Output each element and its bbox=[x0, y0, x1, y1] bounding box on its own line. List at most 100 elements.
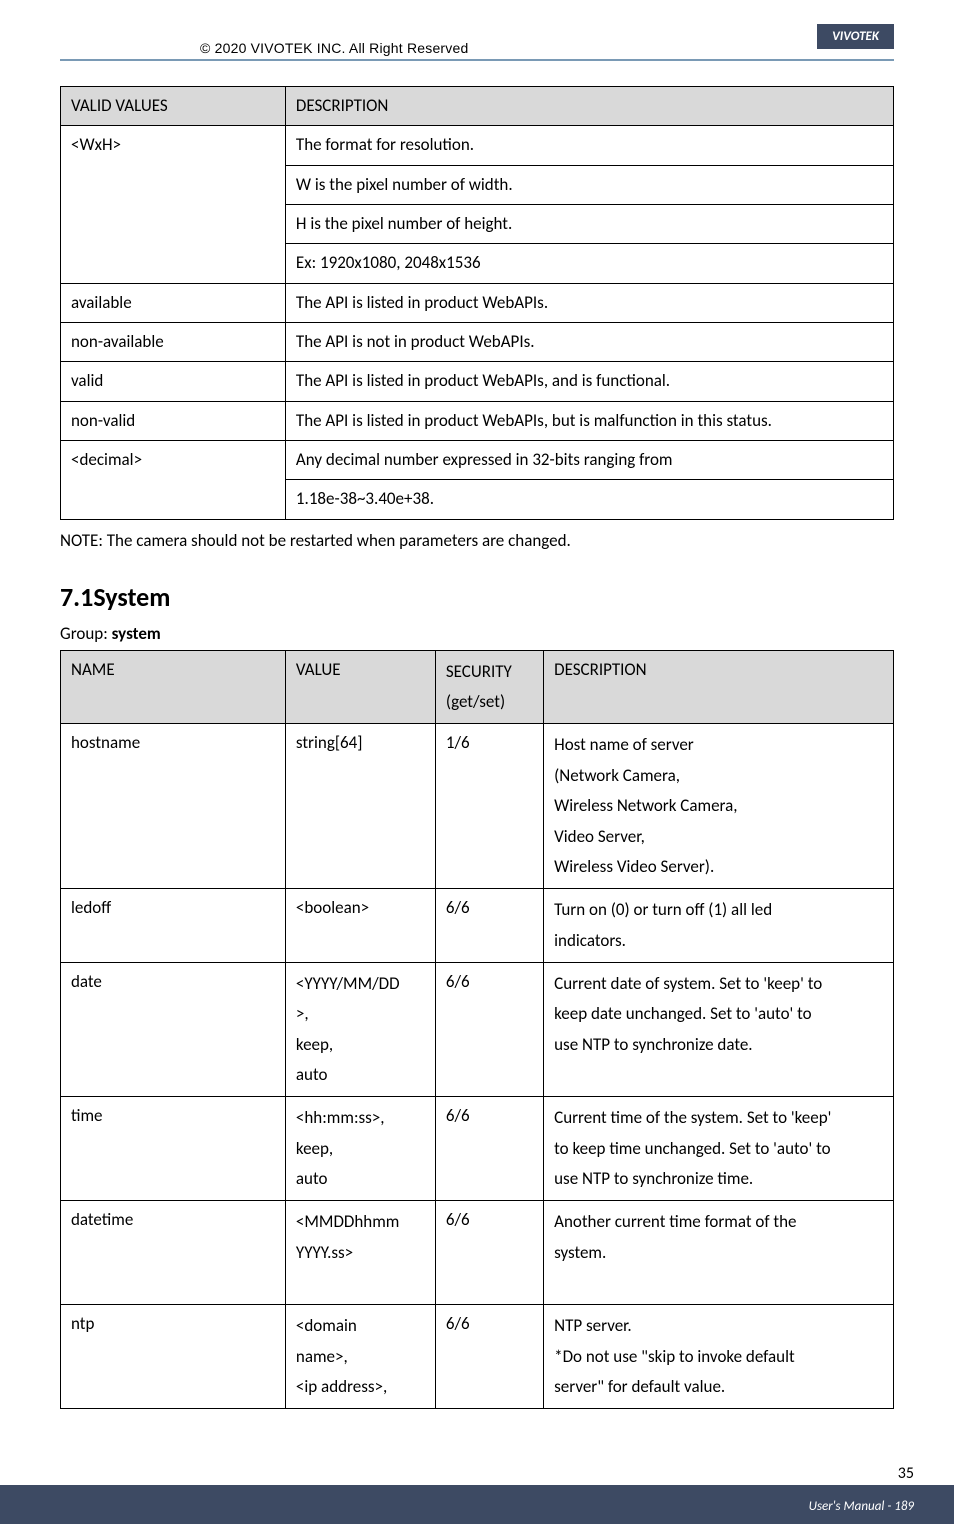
page-content: VALID VALUES DESCRIPTION <WxH> The forma… bbox=[60, 86, 894, 1409]
section-heading: 7.1System bbox=[60, 581, 894, 613]
table-header-row: NAME VALUE SECURITY (get/set) DESCRIPTIO… bbox=[61, 650, 894, 724]
system-params-table: NAME VALUE SECURITY (get/set) DESCRIPTIO… bbox=[60, 650, 894, 1410]
cell-name: hostname bbox=[61, 724, 286, 889]
header-divider bbox=[60, 59, 894, 61]
cell-desc: Another current time format of the syste… bbox=[544, 1201, 894, 1305]
table-row: datetime <MMDDhhmm YYYY.ss> 6/6 Another … bbox=[61, 1201, 894, 1305]
cell-value: non-available bbox=[61, 323, 286, 362]
table-row: ledoff <boolean> 6/6 Turn on (0) or turn… bbox=[61, 889, 894, 963]
table-row: non-available The API is not in product … bbox=[61, 323, 894, 362]
cell-desc: Ex: 1920x1080, 2048x1536 bbox=[285, 244, 893, 283]
note-text: NOTE: The camera should not be restarted… bbox=[60, 530, 894, 551]
cell-desc: The API is listed in product WebAPIs, bu… bbox=[285, 401, 893, 440]
security-header-l2: (get/set) bbox=[446, 687, 533, 717]
desc-line bbox=[554, 1268, 883, 1298]
cell-security: 6/6 bbox=[435, 889, 543, 963]
cell-value: valid bbox=[61, 362, 286, 401]
value-line: >, bbox=[296, 999, 425, 1029]
table-row: <WxH> The format for resolution. bbox=[61, 126, 894, 165]
table-row: valid The API is listed in product WebAP… bbox=[61, 362, 894, 401]
cell-name: date bbox=[61, 962, 286, 1096]
valid-values-table: VALID VALUES DESCRIPTION <WxH> The forma… bbox=[60, 86, 894, 520]
section-number: 7.1 bbox=[60, 581, 93, 613]
desc-line: server" for default value. bbox=[554, 1372, 883, 1402]
col-header-name: NAME bbox=[61, 650, 286, 724]
col-header-security: SECURITY (get/set) bbox=[435, 650, 543, 724]
security-header-l1: SECURITY bbox=[446, 657, 533, 687]
desc-line: Current time of the system. Set to 'keep… bbox=[554, 1103, 883, 1133]
cell-security: 6/6 bbox=[435, 1305, 543, 1409]
value-line: name>, bbox=[296, 1342, 425, 1372]
desc-line: to keep time unchanged. Set to 'auto' to bbox=[554, 1134, 883, 1164]
desc-line: Host name of server bbox=[554, 730, 883, 760]
table-row: <decimal> Any decimal number expressed i… bbox=[61, 441, 894, 480]
cell-value: <WxH> bbox=[61, 126, 286, 283]
cell-value: string[64] bbox=[285, 724, 435, 889]
cell-name: ledoff bbox=[61, 889, 286, 963]
copyright-text: © 2020 VIVOTEK INC. All Right Reserved bbox=[60, 40, 894, 59]
cell-name: time bbox=[61, 1097, 286, 1201]
value-line: keep, bbox=[296, 1030, 425, 1060]
table-row: hostname string[64] 1/6 Host name of ser… bbox=[61, 724, 894, 889]
cell-desc: NTP server. *Do not use "skip to invoke … bbox=[544, 1305, 894, 1409]
table-row: available The API is listed in product W… bbox=[61, 283, 894, 322]
page-header: VIVOTEK © 2020 VIVOTEK INC. All Right Re… bbox=[60, 40, 894, 61]
group-label: Group: system bbox=[60, 623, 894, 644]
brand-badge: VIVOTEK bbox=[817, 24, 894, 49]
desc-line: Current date of system. Set to 'keep' to bbox=[554, 969, 883, 999]
desc-line: NTP server. bbox=[554, 1311, 883, 1341]
section-title: System bbox=[93, 581, 170, 613]
desc-line: *Do not use "skip to invoke default bbox=[554, 1342, 883, 1372]
cell-name: datetime bbox=[61, 1201, 286, 1305]
cell-desc: The API is listed in product WebAPIs, an… bbox=[285, 362, 893, 401]
table-row: non-valid The API is listed in product W… bbox=[61, 401, 894, 440]
value-line: auto bbox=[296, 1060, 425, 1090]
desc-line: indicators. bbox=[554, 926, 883, 956]
desc-line: (Network Camera, bbox=[554, 761, 883, 791]
page-footer: 35 User's Manual - 189 bbox=[0, 1464, 954, 1524]
cell-desc: H is the pixel number of height. bbox=[285, 205, 893, 244]
manual-page-label: User's Manual - 189 bbox=[809, 1499, 914, 1514]
value-line: YYYY.ss> bbox=[296, 1238, 425, 1268]
desc-line: Video Server, bbox=[554, 822, 883, 852]
cell-desc: Current date of system. Set to 'keep' to… bbox=[544, 962, 894, 1096]
cell-security: 1/6 bbox=[435, 724, 543, 889]
value-line: <hh:mm:ss>, bbox=[296, 1103, 425, 1133]
cell-name: ntp bbox=[61, 1305, 286, 1409]
cell-value: <YYYY/MM/DD >, keep, auto bbox=[285, 962, 435, 1096]
group-prefix: Group: bbox=[60, 623, 112, 644]
cell-desc: Turn on (0) or turn off (1) all led indi… bbox=[544, 889, 894, 963]
cell-security: 6/6 bbox=[435, 962, 543, 1096]
desc-line: use NTP to synchronize time. bbox=[554, 1164, 883, 1194]
page-number-top: 35 bbox=[898, 1464, 914, 1483]
value-line: <YYYY/MM/DD bbox=[296, 969, 425, 999]
table-header-row: VALID VALUES DESCRIPTION bbox=[61, 87, 894, 126]
value-line: auto bbox=[296, 1164, 425, 1194]
col-header-description: DESCRIPTION bbox=[544, 650, 894, 724]
col-header-description: DESCRIPTION bbox=[285, 87, 893, 126]
col-header-valid-values: VALID VALUES bbox=[61, 87, 286, 126]
desc-line: system. bbox=[554, 1238, 883, 1268]
table-row: ntp <domain name>, <ip address>, 6/6 NTP… bbox=[61, 1305, 894, 1409]
table-row: time <hh:mm:ss>, keep, auto 6/6 Current … bbox=[61, 1097, 894, 1201]
cell-desc: Any decimal number expressed in 32-bits … bbox=[285, 441, 893, 480]
cell-desc: 1.18e-38~3.40e+38. bbox=[285, 480, 893, 519]
col-header-value: VALUE bbox=[285, 650, 435, 724]
cell-value: <decimal> bbox=[61, 441, 286, 520]
cell-security: 6/6 bbox=[435, 1097, 543, 1201]
cell-value: <hh:mm:ss>, keep, auto bbox=[285, 1097, 435, 1201]
desc-line: Wireless Video Server). bbox=[554, 852, 883, 882]
cell-value: <boolean> bbox=[285, 889, 435, 963]
value-line: keep, bbox=[296, 1134, 425, 1164]
cell-value: non-valid bbox=[61, 401, 286, 440]
cell-desc: Host name of server (Network Camera, Wir… bbox=[544, 724, 894, 889]
cell-desc: W is the pixel number of width. bbox=[285, 165, 893, 204]
cell-value: available bbox=[61, 283, 286, 322]
cell-desc: The API is not in product WebAPIs. bbox=[285, 323, 893, 362]
cell-desc: The format for resolution. bbox=[285, 126, 893, 165]
desc-line: Turn on (0) or turn off (1) all led bbox=[554, 895, 883, 925]
desc-line: use NTP to synchronize date. bbox=[554, 1030, 883, 1060]
value-line: <MMDDhhmm bbox=[296, 1207, 425, 1237]
desc-line: Another current time format of the bbox=[554, 1207, 883, 1237]
cell-value: <MMDDhhmm YYYY.ss> bbox=[285, 1201, 435, 1305]
